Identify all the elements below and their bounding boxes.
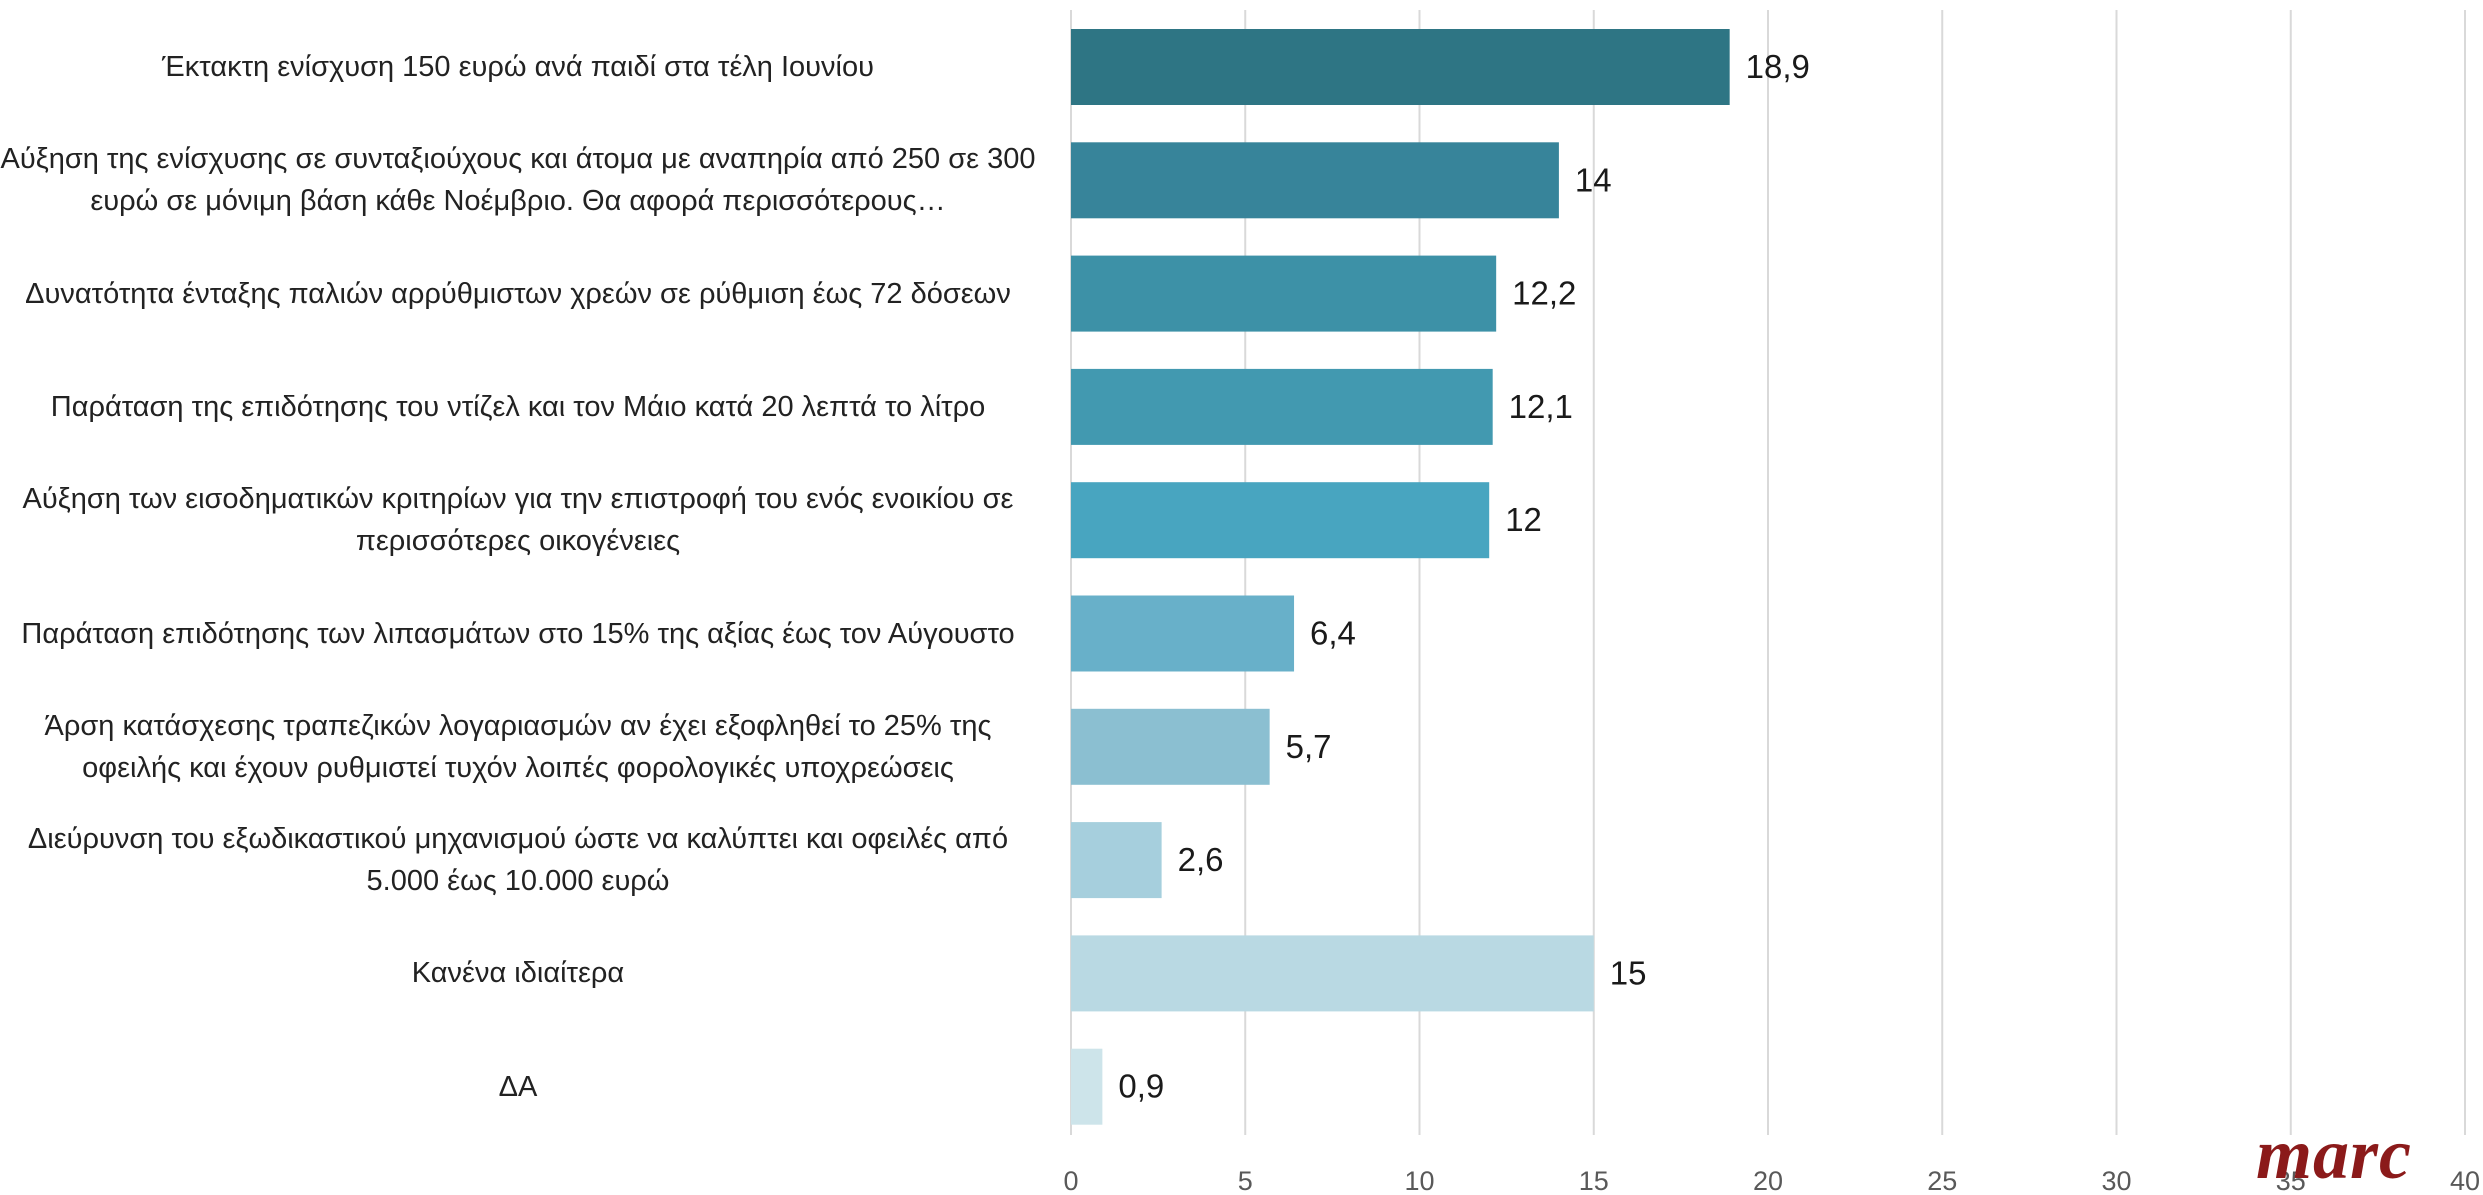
x-tick-label: 10 — [1404, 1166, 1434, 1195]
bar-value-label: 12,1 — [1509, 388, 1573, 425]
x-tick-label: 5 — [1238, 1166, 1253, 1195]
category-label: Δυνατότητα ένταξης παλιών αρρύθμιστων χρ… — [25, 277, 1011, 310]
category-label: Έκτακτη ενίσχυση 150 ευρώ ανά παιδί στα … — [162, 51, 874, 83]
x-tick-label: 25 — [1927, 1166, 1957, 1195]
category-label: ΔΑ — [498, 1070, 538, 1103]
bar-value-label: 2,6 — [1178, 841, 1224, 878]
bar-value-label: 0,9 — [1118, 1068, 1164, 1105]
bar-value-label: 12,2 — [1512, 275, 1576, 312]
bar — [1071, 29, 1730, 105]
category-label: Διεύρυνση του εξωδικαστικού μηχανισμού ώ… — [27, 823, 1009, 898]
x-tick-label: 40 — [2450, 1166, 2480, 1195]
bar — [1071, 142, 1559, 219]
x-tick-label: 35 — [2276, 1166, 2306, 1195]
bar-value-label: 12 — [1505, 501, 1542, 538]
bar — [1071, 935, 1594, 1012]
bar-value-label: 5,7 — [1286, 728, 1332, 765]
x-tick-label: 30 — [2101, 1166, 2131, 1195]
x-tick-label: 20 — [1753, 1166, 1783, 1195]
value-labels: 18,9 14 12,2 12,1 12 6,4 5,7 2,6 15 0,9 — [1118, 48, 1810, 1105]
category-label: Αύξηση των εισοδηματικών κριτηρίων για τ… — [22, 483, 1014, 558]
bar-value-label: 6,4 — [1310, 615, 1356, 652]
category-label: Παράταση επιδότησης των λιπασμάτων στο 1… — [21, 617, 1015, 650]
x-axis-tick-labels: 0 5 10 15 20 25 30 35 40 — [1063, 1166, 2480, 1195]
category-label: Άρση κατάσχεσης τραπεζικών λογαριασμών α… — [44, 709, 992, 784]
category-label: Παράταση της επιδότησης του ντίζελ και τ… — [50, 390, 986, 423]
bar-value-label: 18,9 — [1746, 48, 1810, 85]
category-label: Κανένα ιδιαίτερα — [411, 957, 625, 990]
bar — [1071, 595, 1295, 672]
x-tick-label: 0 — [1063, 1166, 1078, 1195]
x-tick-label: 15 — [1579, 1166, 1609, 1195]
bar — [1071, 708, 1270, 785]
bar-value-label: 15 — [1610, 954, 1647, 991]
marc-logo: marc — [2256, 1114, 2412, 1194]
bar — [1071, 1048, 1103, 1125]
bar-value-label: 14 — [1575, 161, 1612, 198]
bar — [1071, 822, 1162, 899]
bar — [1071, 255, 1497, 332]
bar — [1071, 368, 1493, 445]
category-label: Αύξηση της ενίσχυσης σε συνταξιούχους κα… — [0, 143, 1036, 218]
bars — [1071, 29, 1730, 1125]
bar — [1071, 482, 1490, 559]
